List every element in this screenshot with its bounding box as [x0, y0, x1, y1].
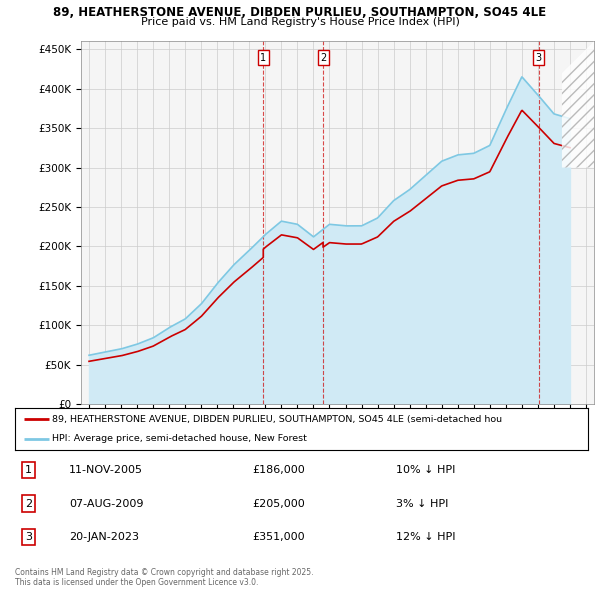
- Text: £186,000: £186,000: [252, 465, 305, 475]
- Text: £351,000: £351,000: [252, 532, 305, 542]
- Text: £205,000: £205,000: [252, 499, 305, 509]
- Polygon shape: [562, 41, 594, 168]
- Text: 12% ↓ HPI: 12% ↓ HPI: [396, 532, 455, 542]
- Text: 3: 3: [25, 532, 32, 542]
- Text: 2: 2: [25, 499, 32, 509]
- Text: 07-AUG-2009: 07-AUG-2009: [69, 499, 143, 509]
- Text: 89, HEATHERSTONE AVENUE, DIBDEN PURLIEU, SOUTHAMPTON, SO45 4LE (semi-detached ho: 89, HEATHERSTONE AVENUE, DIBDEN PURLIEU,…: [52, 415, 502, 424]
- Text: 10% ↓ HPI: 10% ↓ HPI: [396, 465, 455, 475]
- Text: 1: 1: [260, 53, 266, 63]
- Text: Contains HM Land Registry data © Crown copyright and database right 2025.
This d: Contains HM Land Registry data © Crown c…: [15, 568, 314, 587]
- Text: HPI: Average price, semi-detached house, New Forest: HPI: Average price, semi-detached house,…: [52, 434, 307, 443]
- Text: 3: 3: [536, 53, 542, 63]
- Text: 20-JAN-2023: 20-JAN-2023: [69, 532, 139, 542]
- Text: 1: 1: [25, 465, 32, 475]
- Text: 89, HEATHERSTONE AVENUE, DIBDEN PURLIEU, SOUTHAMPTON, SO45 4LE: 89, HEATHERSTONE AVENUE, DIBDEN PURLIEU,…: [53, 6, 547, 19]
- Text: 2: 2: [320, 53, 326, 63]
- Text: Price paid vs. HM Land Registry's House Price Index (HPI): Price paid vs. HM Land Registry's House …: [140, 17, 460, 27]
- Text: 3% ↓ HPI: 3% ↓ HPI: [396, 499, 448, 509]
- Text: 11-NOV-2005: 11-NOV-2005: [69, 465, 143, 475]
